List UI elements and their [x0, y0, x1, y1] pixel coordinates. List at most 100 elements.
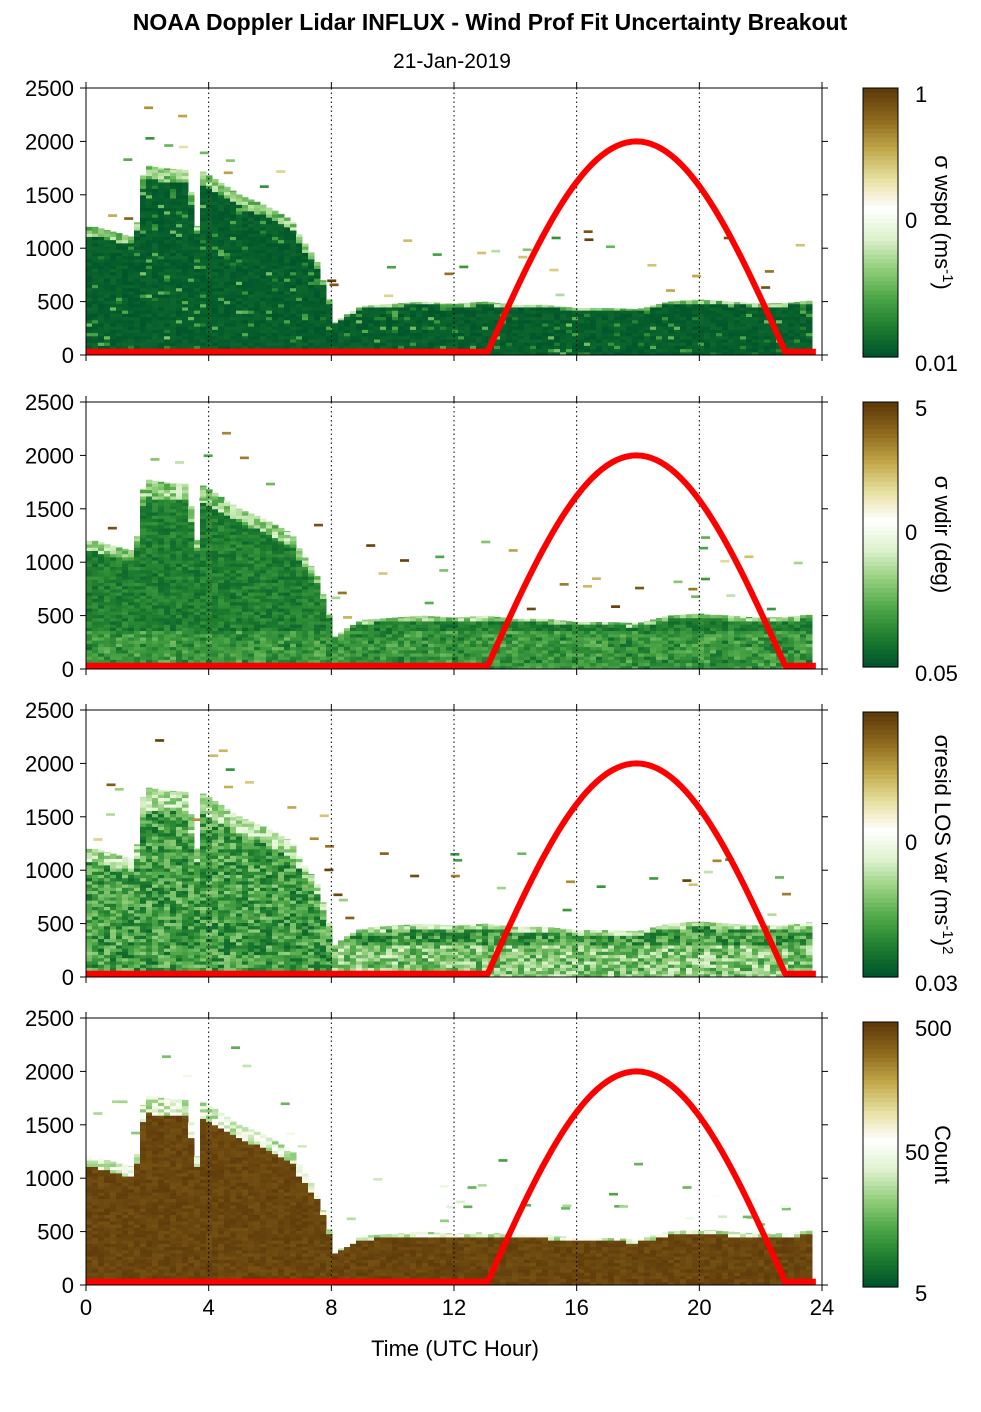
heatmap-cell: [86, 300, 93, 305]
heatmap-cell: [98, 550, 105, 555]
heatmap-cell: [86, 338, 93, 343]
heatmap-cell: [182, 633, 189, 638]
heatmap-cell: [158, 262, 165, 266]
heatmap-cell: [212, 588, 219, 593]
heatmap-cell: [164, 624, 171, 628]
heatmap-cell: [224, 252, 231, 257]
heatmap-cell: [266, 329, 273, 334]
heatmap-cell: [176, 495, 183, 500]
heatmap-cell: [590, 351, 597, 356]
heatmap-cell: [104, 342, 111, 346]
heatmap-cell: [188, 595, 195, 600]
heatmap-cell: [242, 608, 249, 612]
heatmap-cell: [188, 322, 195, 327]
heatmap-cell: [188, 515, 195, 519]
heatmap-cell: [212, 188, 219, 193]
heatmap-cell: [176, 290, 183, 295]
heatmap-cell: [428, 316, 435, 321]
heatmap-cell: [194, 539, 201, 542]
heatmap-cell: [176, 310, 183, 314]
heatmap-cell: [200, 181, 207, 186]
heatmap-cell: [140, 255, 147, 260]
heatmap-cell: [158, 198, 165, 202]
heatmap-cell: [224, 332, 231, 337]
heatmap-cell: [260, 624, 267, 628]
heatmap-cell: [158, 563, 165, 567]
heatmap-cell: [518, 316, 525, 321]
heatmap-cell: [224, 649, 231, 654]
heatmap-cell: [128, 290, 135, 295]
heatmap-cell: [296, 313, 303, 318]
colorbar-segment: [863, 334, 898, 340]
heatmap-cell: [464, 302, 471, 305]
heatmap-cell: [206, 652, 213, 657]
heatmap-cell: [272, 290, 279, 295]
sparse-cells: [108, 106, 805, 298]
heatmap-cell: [98, 563, 105, 567]
heatmap-cell: [266, 249, 273, 253]
heatmap-cell: [290, 313, 297, 318]
heatmap-cell: [266, 572, 273, 577]
heatmap-cell: [212, 505, 219, 510]
heatmap-cell: [722, 322, 729, 327]
heatmap-cell: [170, 585, 177, 590]
heatmap-cell: [254, 242, 261, 247]
heatmap-cell: [206, 287, 213, 292]
heatmap-cell: [128, 294, 135, 298]
heatmap-cell: [602, 326, 609, 330]
heatmap-cell: [296, 234, 303, 237]
heatmap-cell: [770, 306, 777, 311]
heatmap-cell: [770, 342, 777, 346]
heatmap-cell: [86, 611, 93, 616]
heatmap-cell: [398, 319, 405, 324]
heatmap-cell: [188, 236, 195, 241]
heatmap-cell: [524, 332, 531, 337]
heatmap-cell: [236, 572, 243, 577]
heatmap-cell: [164, 169, 171, 173]
heatmap-cell: [230, 284, 237, 289]
heatmap-cell: [176, 319, 183, 324]
heatmap-cell: [254, 217, 261, 221]
heatmap-cell: [170, 611, 177, 616]
heatmap-cell: [128, 278, 135, 282]
heatmap-cell: [212, 239, 219, 244]
heatmap-cell: [404, 335, 411, 340]
y-tick-label: 1000: [25, 236, 74, 261]
heatmap-cell: [446, 335, 453, 340]
heatmap-cell: [170, 550, 177, 555]
heatmap-cell: [260, 582, 267, 587]
heatmap-cell: [320, 345, 327, 350]
heatmap-cell: [242, 595, 249, 600]
heatmap-cell: [140, 204, 147, 209]
heatmap-cell: [230, 239, 237, 244]
heatmap-cell: [158, 495, 165, 500]
heatmap-cell: [482, 313, 489, 318]
heatmap-cell: [152, 528, 159, 532]
heatmap-cell: [554, 345, 561, 350]
heatmap-cell: [188, 633, 195, 638]
heatmap-cell: [806, 322, 813, 327]
heatmap-cell: [194, 608, 201, 612]
heatmap-cell: [248, 290, 255, 295]
heatmap-cell: [698, 351, 705, 356]
heatmap-cell: [230, 630, 237, 635]
heatmap-cell: [596, 338, 603, 343]
heatmap-cell: [194, 604, 201, 609]
heatmap-cell: [128, 338, 135, 343]
heatmap-cell: [158, 252, 165, 257]
heatmap-cell: [236, 508, 243, 513]
heatmap-cell: [254, 262, 261, 266]
heatmap-cell: [500, 332, 507, 337]
heatmap-cell: [260, 617, 267, 622]
heatmap-cell: [86, 262, 93, 266]
heatmap-cell: [554, 348, 561, 353]
heatmap-cell: [392, 322, 399, 327]
heatmap-cell: [236, 210, 243, 215]
heatmap-cell: [266, 630, 273, 635]
heatmap-cell: [548, 305, 555, 308]
heatmap-cell: [224, 236, 231, 241]
heatmap-cell: [152, 656, 159, 660]
heatmap-cell: [680, 329, 687, 334]
heatmap-cell: [242, 207, 249, 212]
heatmap-cell: [128, 322, 135, 327]
